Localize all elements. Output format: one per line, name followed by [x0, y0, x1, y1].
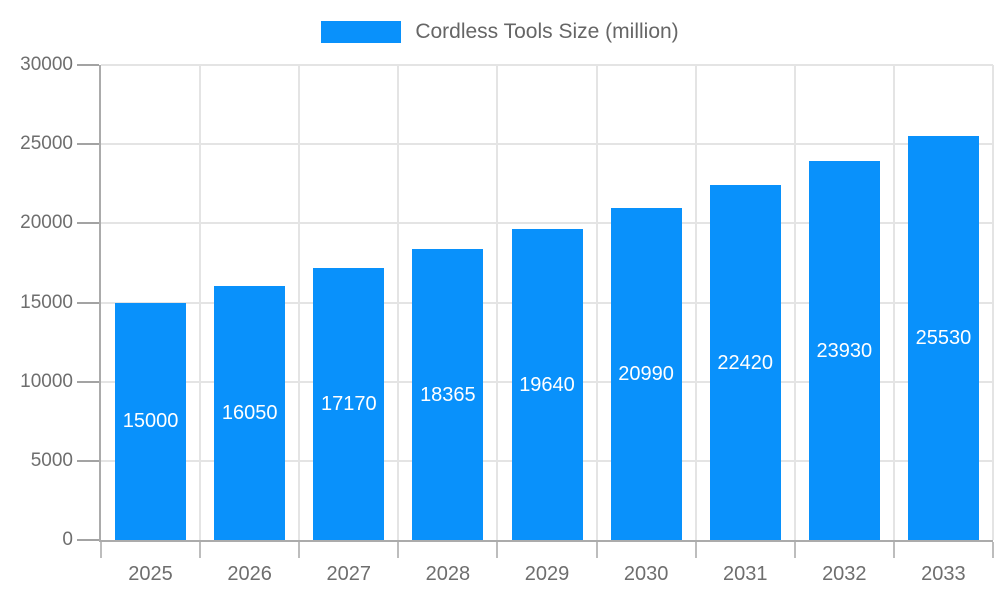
- y-axis-line: [99, 65, 101, 542]
- gridline-vertical: [397, 65, 400, 540]
- gridline-vertical: [298, 65, 301, 540]
- bar-value-label: 15000: [122, 410, 179, 433]
- gridline-vertical: [199, 65, 202, 540]
- bar-2030[interactable]: 20990: [610, 207, 682, 540]
- y-axis-tick-label: 5000: [30, 449, 73, 471]
- legend-swatch: [321, 21, 402, 43]
- y-axis-tick-label: 30000: [20, 54, 73, 75]
- bar-value-label: 19640: [519, 373, 575, 396]
- gridline-vertical: [496, 65, 499, 540]
- legend-label: Cordless Tools Size (million): [415, 20, 679, 43]
- x-axis-tick: [793, 542, 796, 558]
- gridline-vertical: [892, 65, 895, 540]
- x-axis-line: [99, 540, 993, 542]
- gridline-vertical: [793, 65, 796, 540]
- y-axis-tick: [77, 143, 99, 146]
- bar-2025[interactable]: 15000: [115, 302, 187, 540]
- x-axis-tick: [992, 542, 994, 558]
- x-axis-tick-label: 2031: [722, 563, 768, 585]
- y-axis-tick-label: 0: [62, 529, 73, 550]
- x-axis-tick-label: 2029: [524, 563, 570, 585]
- y-axis-tick-label: 20000: [20, 212, 73, 234]
- x-axis-tick-label: 2026: [227, 563, 272, 585]
- bar-2031[interactable]: 22420: [709, 185, 781, 540]
- x-axis-tick: [496, 542, 499, 558]
- plot-area: 0 5000 10000 15000 20000 25000 30000 15000 2025 1…: [20, 54, 994, 585]
- y-axis-tick: [77, 222, 99, 225]
- y-axis-tick-label: 10000: [20, 370, 73, 392]
- bar-value-label: 22420: [717, 351, 774, 374]
- x-axis-tick-label: 2032: [822, 563, 867, 585]
- gridline-vertical: [694, 65, 697, 540]
- bar-value-label: 16050: [221, 401, 278, 424]
- x-axis-tick-label: 2033: [921, 563, 966, 585]
- bar-value-label: 25530: [915, 326, 972, 349]
- bar-2029[interactable]: 19640: [511, 229, 583, 540]
- bar-2027[interactable]: 17170: [313, 268, 385, 540]
- x-axis-tick: [100, 542, 102, 558]
- chart-legend[interactable]: Cordless Tools Size (million): [0, 19, 1000, 45]
- x-axis-tick-label: 2030: [623, 563, 669, 585]
- y-axis-tick: [77, 64, 99, 66]
- x-axis-tick: [892, 542, 895, 558]
- gridline-vertical: [992, 65, 994, 540]
- y-axis-tick: [77, 539, 99, 541]
- x-axis-tick: [199, 542, 202, 558]
- bar-value-label: 20990: [618, 362, 674, 385]
- gridline-vertical: [595, 65, 598, 540]
- y-axis-tick: [77, 301, 99, 304]
- x-axis-tick-label: 2027: [326, 563, 372, 585]
- bar-2026[interactable]: 16050: [214, 285, 286, 540]
- y-axis-tick: [77, 459, 99, 462]
- x-axis-tick-label: 2025: [128, 563, 173, 585]
- y-axis-tick: [77, 380, 99, 383]
- x-axis-tick: [595, 542, 598, 558]
- gridline-horizontal: [101, 143, 993, 146]
- bar-2032[interactable]: 23930: [808, 161, 880, 540]
- y-axis-tick-label: 25000: [20, 133, 73, 155]
- x-axis-tick: [298, 542, 301, 558]
- bar-value-label: 23930: [816, 339, 873, 362]
- bar-2028[interactable]: 18365: [412, 249, 484, 540]
- x-axis-tick-label: 2028: [425, 563, 471, 585]
- x-axis-tick: [694, 542, 697, 558]
- x-axis-tick: [397, 542, 400, 558]
- gridline-horizontal: [101, 222, 993, 225]
- bar-value-label: 17170: [320, 393, 377, 416]
- gridline-horizontal: [101, 64, 993, 66]
- y-axis-tick-label: 15000: [20, 291, 73, 313]
- bar-value-label: 18365: [420, 383, 476, 406]
- bar-2033[interactable]: 25530: [907, 135, 979, 540]
